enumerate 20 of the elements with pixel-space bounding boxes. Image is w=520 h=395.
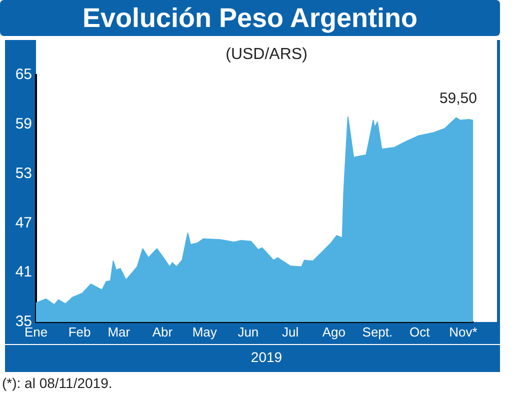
x-tick-label: Jul xyxy=(282,324,299,340)
x-tick-label: Ago xyxy=(322,324,346,340)
y-tick-label: 41 xyxy=(15,264,32,281)
x-axis-title: 2019 xyxy=(250,349,284,365)
y-tick-label: 65 xyxy=(15,66,32,84)
chart-title: Evolución Peso Argentino xyxy=(0,0,500,36)
x-tick-label: Oct xyxy=(409,324,430,340)
chart-subtitle: (USD/ARS) xyxy=(224,46,308,64)
x-tick-label: Abr xyxy=(152,324,174,340)
y-tick-label: 59 xyxy=(15,116,32,133)
y-tick-label: 53 xyxy=(15,164,32,182)
text: (*): al 08/11/2019. xyxy=(2,375,112,391)
x-tick-label: Jun xyxy=(238,324,259,340)
y-tick-label: 47 xyxy=(15,214,32,232)
x-tick-label: Feb xyxy=(68,324,91,340)
x-tick-label: Sept. xyxy=(362,324,393,340)
x-tick-label: Mar xyxy=(108,324,131,340)
x-tick-label: May xyxy=(192,324,218,340)
x-tick-label: Nov* xyxy=(449,324,478,340)
annotation: 59,50 xyxy=(439,90,477,107)
